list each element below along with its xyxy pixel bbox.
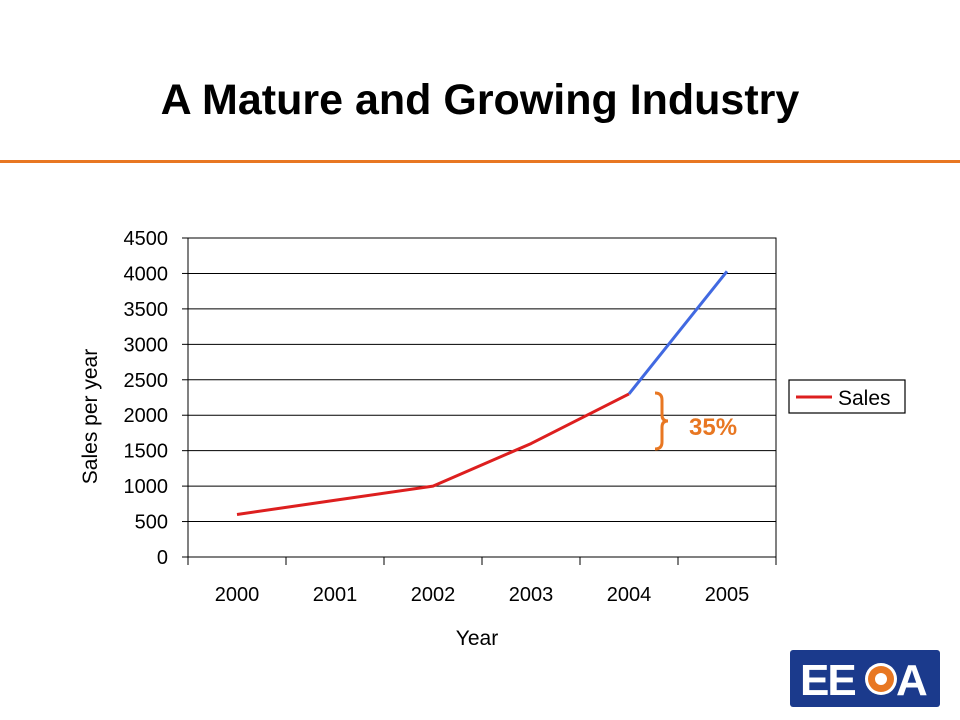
curly-brace-icon xyxy=(654,391,669,451)
y-tick-label: 3000 xyxy=(124,334,169,356)
svg-text:A: A xyxy=(896,656,928,705)
chart-series xyxy=(236,270,729,516)
title-divider xyxy=(0,160,960,163)
x-tick-label: 2004 xyxy=(607,584,652,606)
svg-text:EE: EE xyxy=(800,656,855,705)
eeca-logo: EE A xyxy=(790,650,940,707)
y-tick-label: 1000 xyxy=(124,476,169,498)
y-tick-label: 4500 xyxy=(124,228,169,250)
x-tick-label: 2002 xyxy=(411,584,456,606)
y-tick-label: 2500 xyxy=(124,370,169,392)
eeca-logo-mark: EE A xyxy=(800,656,928,705)
chart-legend: Sales xyxy=(788,379,906,414)
legend-label-sales: Sales xyxy=(838,387,891,410)
chart-axes xyxy=(182,237,777,565)
y-tick-label: 3500 xyxy=(124,299,169,321)
series-line-projection xyxy=(627,270,729,395)
x-tick-label: 2001 xyxy=(313,584,358,606)
y-tick-label: 2000 xyxy=(124,405,169,427)
series-line-sales xyxy=(236,392,630,516)
y-tick-label: 1500 xyxy=(124,441,169,463)
x-tick-label: 2005 xyxy=(705,584,750,606)
y-tick-label: 4000 xyxy=(124,263,169,285)
slide-title: A Mature and Growing Industry xyxy=(160,76,800,124)
y-axis-label: Sales per year xyxy=(79,349,102,484)
x-tick-label: 2000 xyxy=(215,584,260,606)
growth-annotation: 35% xyxy=(689,414,737,441)
x-tick-label: 2003 xyxy=(509,584,554,606)
sun-icon xyxy=(865,663,897,695)
x-axis-label: Year xyxy=(456,627,498,650)
chart-tick-labels: 0 500 1000 1500 2000 2500 3000 3500 4000 4500 2000… xyxy=(124,228,750,606)
y-tick-label: 0 xyxy=(157,547,168,569)
y-tick-label: 500 xyxy=(135,512,168,534)
